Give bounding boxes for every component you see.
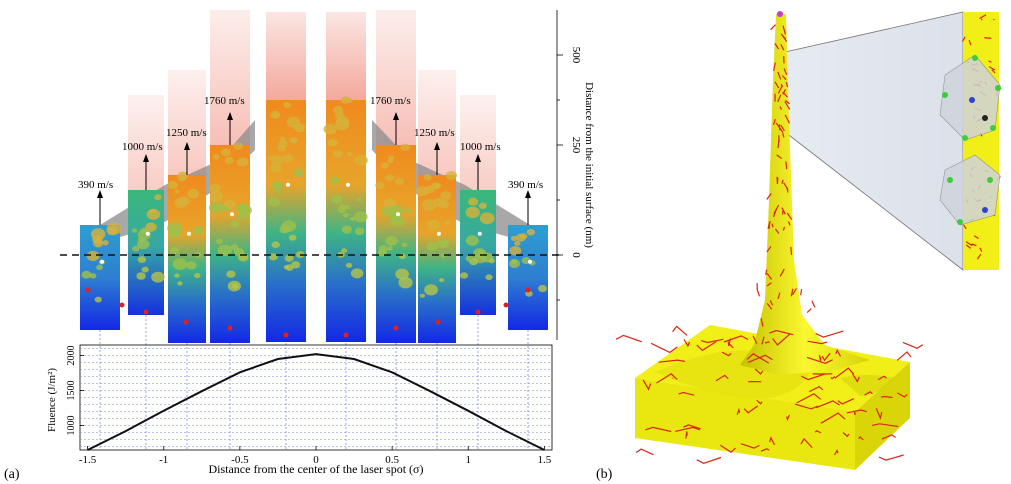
red-markers bbox=[85, 287, 531, 338]
plot-ylabel: Fluence (J/m²) bbox=[46, 368, 58, 432]
panel-a-label: (a) bbox=[4, 467, 20, 482]
x-tick-label: 1 bbox=[466, 454, 472, 466]
right-axis bbox=[556, 10, 563, 340]
void-bubbles bbox=[81, 96, 548, 303]
right-axis-tick: 500 bbox=[570, 47, 582, 64]
velocity-label: 1000 m/s bbox=[122, 141, 163, 153]
velocity-label: 390 m/s bbox=[508, 179, 543, 191]
zoom-wedge bbox=[784, 11, 964, 271]
x-tick-label: -0.5 bbox=[231, 454, 249, 466]
x-tick-label: 1.5 bbox=[538, 454, 552, 466]
fluence-line bbox=[87, 353, 545, 451]
x-tick-label: -1.5 bbox=[79, 454, 97, 466]
right-axis-tick: 250 bbox=[570, 137, 582, 154]
x-tick-label: -1 bbox=[159, 454, 168, 466]
velocity-arrows bbox=[97, 112, 531, 225]
spike bbox=[740, 14, 870, 375]
right-axis-tick: 0 bbox=[570, 252, 582, 258]
panel-b-label: (b) bbox=[596, 467, 613, 482]
zoom-inset bbox=[939, 12, 1002, 270]
column bbox=[210, 145, 250, 343]
panel-a: 390 m/s 1000 m/s 1250 m/s 1760 m/s 1760 … bbox=[4, 10, 595, 482]
column bbox=[128, 190, 164, 315]
plot-xticks: -1.5 -1 -0.5 0 0.5 1 1.5 bbox=[79, 446, 552, 466]
dislocation-lines bbox=[615, 24, 924, 464]
plot-xlabel: Distance from the center of the laser sp… bbox=[208, 462, 423, 476]
y-tick-label: 1000 bbox=[66, 416, 77, 436]
panel-b: (b) bbox=[596, 11, 1002, 482]
right-axis-label: Distance from the initial surface (nm) bbox=[583, 82, 595, 248]
x-tick-label: 0.5 bbox=[385, 454, 399, 466]
velocity-label: 1760 m/s bbox=[370, 95, 411, 107]
velocity-label: 1250 m/s bbox=[414, 127, 455, 139]
plot-yticks: 2000 1500 1000 bbox=[66, 346, 84, 436]
x-tick-label: 0 bbox=[313, 454, 319, 466]
column-guides bbox=[99, 315, 529, 450]
velocity-label: 390 m/s bbox=[78, 179, 113, 191]
plot-grid bbox=[80, 348, 552, 447]
velocity-label: 1250 m/s bbox=[166, 127, 207, 139]
y-tick-label: 2000 bbox=[66, 346, 77, 366]
velocity-label: 1760 m/s bbox=[204, 95, 245, 107]
fluence-plot: -1.5 -1 -0.5 0 0.5 1 1.5 2000 1500 1000 bbox=[66, 344, 553, 466]
velocity-label: 1000 m/s bbox=[460, 141, 501, 153]
y-tick-label: 1500 bbox=[66, 381, 77, 401]
ejection-plumes bbox=[128, 10, 496, 190]
